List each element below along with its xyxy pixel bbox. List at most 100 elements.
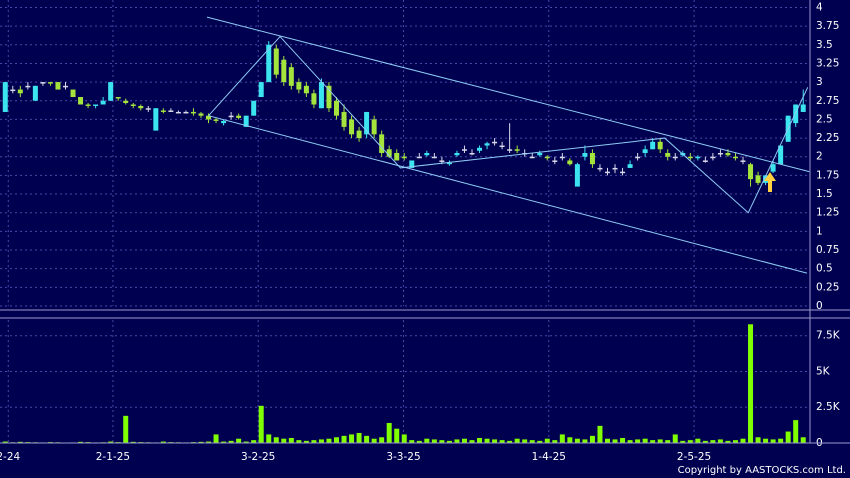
candle-body (514, 149, 520, 151)
volume-bar (198, 441, 204, 443)
volume-bar (454, 439, 460, 443)
volume-bar (439, 440, 445, 443)
y-tick-label: 3.75 (816, 20, 839, 32)
candle-body (620, 171, 626, 174)
volume-bar (281, 438, 287, 443)
x-tick-label: 3-2-25 (241, 451, 275, 463)
candle-body (273, 48, 279, 75)
candle-body (93, 104, 99, 106)
volume-bar (318, 439, 324, 443)
y-tick-label: 2.25 (816, 132, 839, 144)
candle-body (47, 82, 53, 84)
volume-bar (793, 420, 799, 443)
arrow-annotation (764, 172, 776, 192)
copyright: Copyright by AASTOCKS.com Ltd. (678, 465, 846, 476)
candle-body (288, 67, 294, 86)
candle-body (800, 104, 806, 112)
candle-body (612, 167, 618, 170)
candle-body (702, 160, 708, 162)
candle-body (552, 160, 558, 162)
volume-bar (695, 438, 701, 443)
volume-bar (17, 441, 23, 443)
candle-body (755, 175, 761, 183)
candle-body (657, 141, 663, 150)
candle-body (582, 153, 588, 157)
candle-body (243, 115, 249, 127)
candle-body (236, 115, 242, 118)
volume-bar (409, 440, 415, 443)
volume-bar (680, 440, 686, 443)
candle-body (296, 82, 302, 90)
candle-body (138, 105, 144, 109)
candle-body (85, 104, 91, 106)
y-tick-label: 1.5 (816, 188, 833, 200)
trend-line (206, 16, 810, 173)
volume-bar (266, 434, 272, 443)
candle-body (687, 156, 693, 159)
x-tick-label: 2-1-25 (96, 451, 130, 463)
volume-bar (710, 440, 716, 443)
volume-bar (477, 437, 483, 443)
candle-body (544, 156, 550, 159)
volume-bar (349, 434, 355, 443)
volume-bar (687, 440, 693, 443)
candle-body (175, 111, 181, 114)
candle-body (379, 134, 385, 153)
candle-body (717, 153, 723, 155)
volume-bar (461, 438, 467, 443)
trend-line (208, 115, 808, 274)
volume-bar (732, 440, 738, 443)
candle-body (740, 160, 746, 162)
volume-bar (620, 437, 626, 443)
candle-body (228, 115, 234, 118)
y-tick-label: 1.25 (816, 207, 839, 219)
volume-bar (364, 435, 370, 443)
volume-bar (424, 438, 430, 443)
volume-bar (213, 434, 219, 443)
y-tick-label: 1 (816, 225, 823, 237)
candle-body (364, 111, 370, 135)
x-tick-label: 2-5-25 (677, 451, 711, 463)
candle-body (424, 153, 430, 156)
candle-body (190, 111, 196, 114)
volume-bar (296, 440, 302, 443)
candle-body (477, 147, 483, 151)
volume-bar (785, 431, 791, 443)
volume-tick-label: 2.5K (816, 401, 841, 413)
candle-body (394, 153, 400, 161)
volume-bar (356, 432, 362, 443)
candle-body (311, 93, 317, 105)
candle-body (567, 160, 573, 165)
candle-body (32, 85, 38, 101)
candle-body (642, 149, 648, 153)
volume-bar (206, 441, 212, 443)
candle-body (168, 110, 174, 112)
candle-body (725, 153, 731, 156)
candle-body (356, 130, 362, 139)
x-tick-label: 1-4-25 (532, 451, 566, 463)
y-tick-label: 0.5 (816, 263, 833, 275)
y-tick-label: 0.75 (816, 244, 839, 256)
candle-body (695, 156, 701, 159)
candle-body (145, 108, 151, 110)
volume-bar (755, 437, 761, 443)
volume-bar (311, 440, 317, 443)
candle-body (605, 171, 610, 174)
candle-body (461, 149, 467, 151)
volume-bar (386, 422, 392, 443)
volume-tick-label: 7.5K (816, 330, 841, 342)
candle-body (115, 97, 121, 99)
volume-bar (582, 439, 588, 443)
volume-bar (221, 441, 227, 443)
volume-bar (379, 437, 385, 443)
volume-bar (160, 441, 166, 443)
y-tick-label: 1.75 (816, 169, 839, 181)
candle-body (251, 100, 257, 116)
volume-bar (273, 437, 279, 443)
candle-body (431, 156, 437, 159)
volume-bar (559, 434, 565, 443)
candle-body (198, 113, 204, 116)
